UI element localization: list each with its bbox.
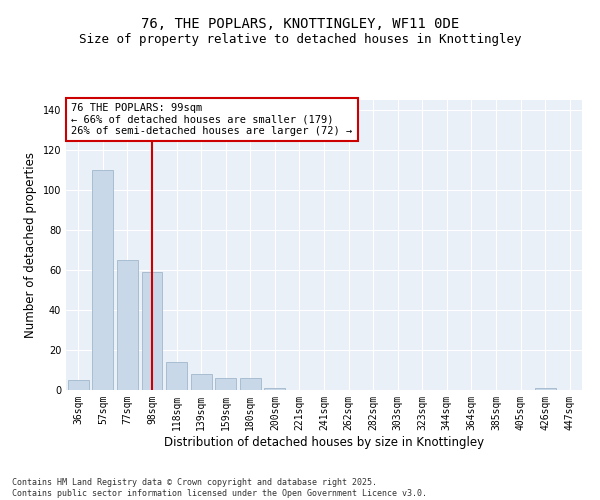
- Bar: [215, 378, 236, 390]
- Bar: [117, 260, 138, 390]
- Bar: [142, 272, 163, 390]
- Bar: [166, 362, 187, 390]
- Bar: [68, 380, 89, 390]
- Text: Contains HM Land Registry data © Crown copyright and database right 2025.
Contai: Contains HM Land Registry data © Crown c…: [12, 478, 427, 498]
- Y-axis label: Number of detached properties: Number of detached properties: [24, 152, 37, 338]
- Bar: [92, 170, 113, 390]
- Bar: [265, 388, 286, 390]
- Text: 76, THE POPLARS, KNOTTINGLEY, WF11 0DE: 76, THE POPLARS, KNOTTINGLEY, WF11 0DE: [141, 18, 459, 32]
- Bar: [191, 374, 212, 390]
- Bar: [535, 388, 556, 390]
- Bar: [240, 378, 261, 390]
- X-axis label: Distribution of detached houses by size in Knottingley: Distribution of detached houses by size …: [164, 436, 484, 448]
- Text: Size of property relative to detached houses in Knottingley: Size of property relative to detached ho…: [79, 32, 521, 46]
- Text: 76 THE POPLARS: 99sqm
← 66% of detached houses are smaller (179)
26% of semi-det: 76 THE POPLARS: 99sqm ← 66% of detached …: [71, 103, 352, 136]
